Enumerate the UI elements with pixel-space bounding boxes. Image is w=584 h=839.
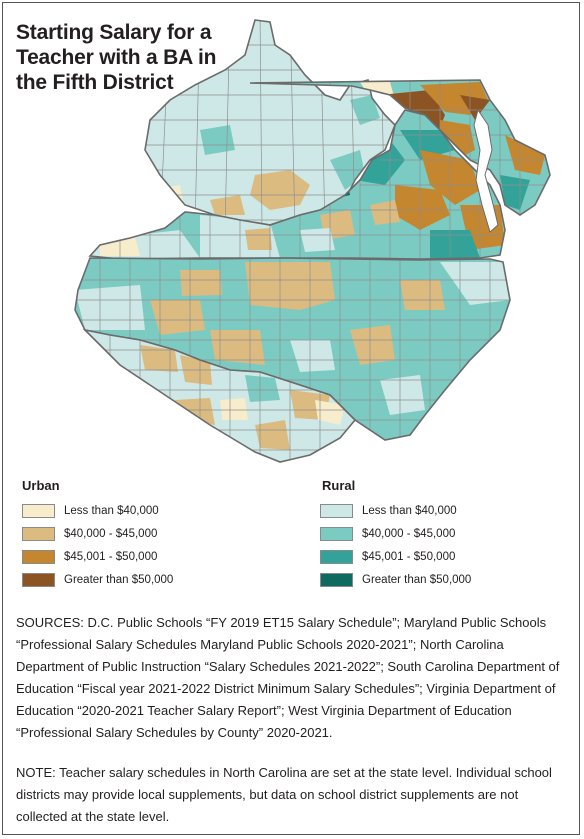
legend-urban-item-2: $40,000 - $45,000: [22, 527, 282, 543]
fifth-district-map: [74, 19, 551, 463]
legend-rural-item-1: Less than $40,000: [320, 504, 570, 520]
legend-urban-swatch-3: [22, 550, 55, 564]
chesapeake-bay: [473, 108, 499, 233]
legend-urban-label-2: $40,000 - $45,000: [64, 528, 158, 540]
legend-urban-heading: Urban: [22, 478, 60, 493]
title-line-2: Teacher with a BA in: [16, 46, 217, 69]
legend-rural-heading: Rural: [322, 478, 356, 493]
legend-urban-swatch-1: [22, 504, 55, 518]
legend-urban-item-1: Less than $40,000: [22, 504, 282, 520]
legend-rural-item-2: $40,000 - $45,000: [320, 527, 570, 543]
legend-rural-swatch-4: [320, 573, 353, 587]
title-line-1: Starting Salary for a: [16, 21, 212, 44]
legend-urban-swatch-4: [22, 573, 55, 587]
legend-rural-swatch-1: [320, 504, 353, 518]
legend-rural-swatch-3: [320, 550, 353, 564]
title-line-3: the Fifth District: [16, 71, 174, 94]
legend-rural-label-1: Less than $40,000: [362, 505, 457, 517]
legend-urban-swatch-2: [22, 527, 55, 541]
note-text: NOTE: Teacher salary schedules in North …: [16, 765, 552, 824]
legend-urban-item-3: $45,001 - $50,000: [22, 550, 282, 566]
legend-urban-label-1: Less than $40,000: [64, 505, 159, 517]
legend-urban-label-3: $45,001 - $50,000: [64, 551, 158, 563]
legend-rural-swatch-2: [320, 527, 353, 541]
legend-rural-label-3: $45,001 - $50,000: [362, 551, 456, 563]
state-south-carolina: [82, 328, 357, 463]
legend-urban-item-4: Greater than $50,000: [22, 573, 282, 589]
map-title: Starting Salary for a Teacher with a BA …: [16, 20, 246, 95]
legend-rural-label-4: Greater than $50,000: [362, 574, 472, 586]
legend-urban-label-4: Greater than $50,000: [64, 574, 174, 586]
sources-text: SOURCES: D.C. Public Schools “FY 2019 ET…: [16, 615, 560, 740]
legend-rural-item-4: Greater than $50,000: [320, 573, 570, 589]
legend-rural-item-3: $45,001 - $50,000: [320, 550, 570, 566]
legend-rural-label-2: $40,000 - $45,000: [362, 528, 456, 540]
